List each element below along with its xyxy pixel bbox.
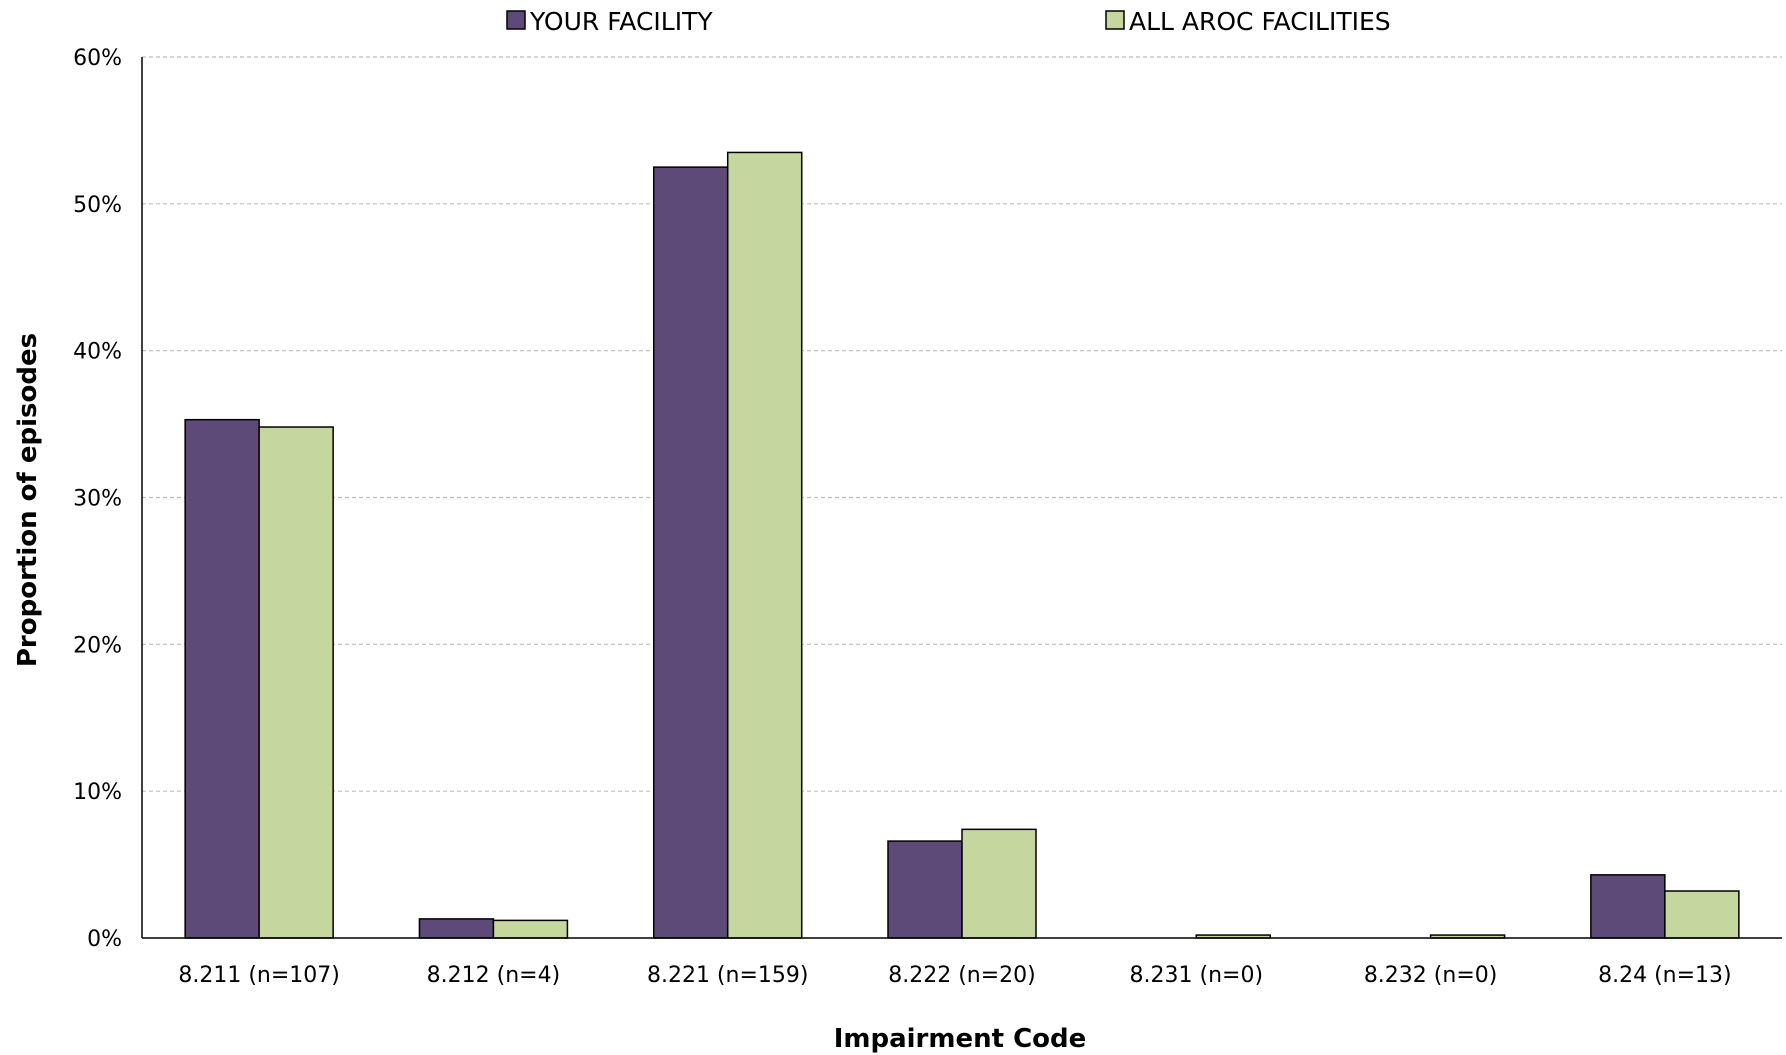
y-tick-label: 60% — [73, 46, 122, 71]
bar — [1590, 874, 1666, 939]
bar — [726, 151, 803, 939]
bar — [184, 418, 260, 939]
y-tick-label: 40% — [73, 340, 122, 365]
y-axis-title: Proportion of episodes — [13, 333, 43, 667]
y-tick-label: 30% — [73, 487, 122, 512]
legend-label-your-facility: YOUR FACILITY — [529, 7, 713, 36]
x-tick-label: 8.232 (n=0) — [1364, 963, 1498, 988]
x-tick-label: 8.222 (n=20) — [888, 963, 1036, 988]
bar — [1664, 890, 1740, 939]
gridlines — [142, 56, 1782, 792]
x-axis-ticks: 8.211 (n=107) 8.212 (n=4) 8.221 (n=159) 8.2… — [178, 963, 1731, 988]
x-tick-label: 8.231 (n=0) — [1130, 963, 1264, 988]
legend: YOUR FACILITY ALL AROC FACILITIES — [506, 7, 1391, 36]
bar — [258, 426, 334, 939]
bar — [652, 166, 729, 939]
x-tick-label: 8.211 (n=107) — [178, 963, 340, 988]
y-axis-ticks: 0% 10% 20% 30% 40% 50% 60% — [73, 46, 122, 952]
legend-swatch-all-aroc-facilities — [1105, 10, 1125, 30]
bar — [418, 918, 495, 939]
y-tick-label: 10% — [73, 780, 122, 805]
bar — [492, 919, 569, 939]
bar — [961, 828, 1037, 939]
x-tick-label: 8.221 (n=159) — [647, 963, 809, 988]
legend-label-all-aroc-facilities: ALL AROC FACILITIES — [1129, 7, 1391, 36]
y-tick-label: 50% — [73, 193, 122, 218]
bar — [887, 840, 963, 939]
x-tick-label: 8.212 (n=4) — [427, 963, 561, 988]
x-tick-label: 8.24 (n=13) — [1598, 963, 1732, 988]
y-tick-label: 0% — [87, 927, 122, 952]
y-tick-label: 20% — [73, 633, 122, 658]
bars — [184, 151, 1740, 939]
legend-swatch-your-facility — [506, 10, 526, 30]
x-axis-title: Impairment Code — [834, 1024, 1087, 1054]
